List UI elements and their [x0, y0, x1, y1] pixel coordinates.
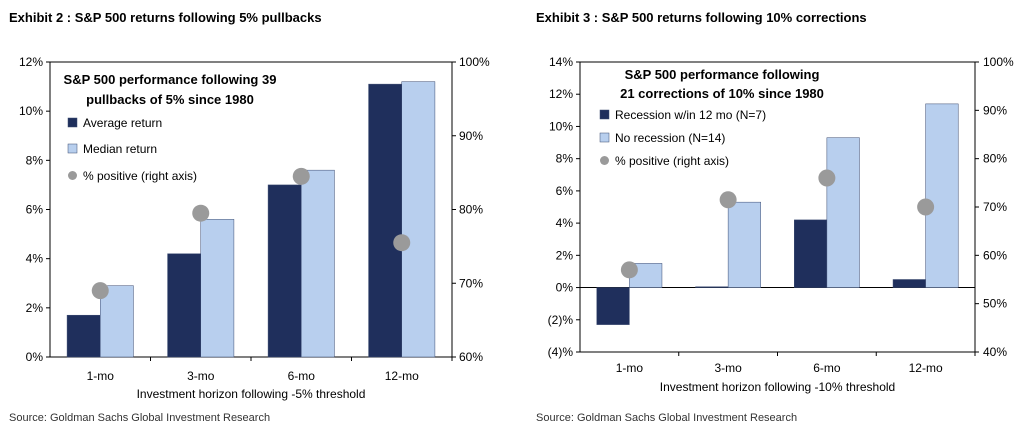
bar — [368, 83, 402, 358]
left-tick-label: 4% — [556, 216, 574, 230]
chart-2: 0% 2% 4% 6% 8% 10% 12% 60% 70% 80% 90% 100% 1-mo 3-mo… — [19, 55, 490, 401]
bar — [267, 184, 302, 358]
right-tick-label: 50% — [983, 297, 1007, 311]
percent-positive-point — [91, 282, 109, 300]
inset-title-line: S&P 500 performance following 39 — [64, 72, 277, 87]
legend-swatch — [599, 132, 610, 143]
right-tick-label: 100% — [459, 55, 490, 69]
left-tick-label: 2% — [556, 248, 574, 262]
legend-swatch — [599, 109, 610, 120]
x-axis-label: Investment horizon following -5% thresho… — [137, 387, 366, 401]
left-tick-label: 12% — [549, 87, 573, 101]
legend-label: % positive (right axis) — [83, 169, 197, 183]
exhibit-3-title: Exhibit 3 : S&P 500 returns following 10… — [536, 10, 867, 25]
right-tick-label: 80% — [983, 152, 1007, 166]
bar — [727, 201, 761, 288]
right-tick-label: 80% — [459, 203, 483, 217]
category-label: 6-mo — [813, 361, 841, 375]
left-tick-label: (4)% — [548, 345, 574, 359]
bar — [200, 219, 235, 358]
bar — [596, 287, 630, 325]
left-tick-label: 6% — [26, 203, 44, 217]
category-label: 1-mo — [616, 361, 644, 375]
bar — [301, 169, 335, 358]
left-tick-label: 8% — [556, 152, 574, 166]
bar — [167, 253, 202, 358]
left-tick-label: 4% — [26, 252, 44, 266]
legend-label: Average return — [83, 116, 162, 130]
bar — [66, 314, 101, 358]
legend-swatch — [67, 143, 78, 154]
exhibit-2-title: Exhibit 2 : S&P 500 returns following 5%… — [9, 10, 322, 25]
percent-positive-point — [917, 198, 935, 216]
category-label: 3-mo — [714, 361, 742, 375]
legend-marker — [68, 171, 77, 180]
inset-title-line: 21 corrections of 10% since 1980 — [620, 86, 824, 101]
chart-3: (4)% (2)% 0% 2% 4% 6% 8% 10% 12% 14% 40% 50% 60% 70% 8… — [548, 55, 1014, 394]
right-tick-label: 70% — [459, 276, 483, 290]
right-tick-label: 60% — [459, 350, 483, 364]
left-tick-label: 8% — [26, 153, 44, 167]
legend-swatch — [67, 117, 78, 128]
category-label: 12-mo — [385, 369, 419, 383]
left-tick-label: 2% — [26, 301, 44, 315]
left-tick-label: 10% — [549, 119, 573, 133]
percent-positive-point — [393, 234, 411, 252]
bar — [826, 137, 860, 288]
bar — [100, 285, 134, 358]
left-tick-label: 12% — [19, 55, 43, 69]
percent-positive-point — [719, 191, 737, 209]
bar — [695, 286, 729, 288]
bar — [892, 279, 926, 288]
legend-label: Recession w/in 12 mo (N=7) — [615, 108, 766, 122]
legend-label: Median return — [83, 142, 157, 156]
category-label: 1-mo — [87, 369, 115, 383]
category-label: 3-mo — [187, 369, 215, 383]
inset-title-line: pullbacks of 5% since 1980 — [86, 92, 254, 107]
left-tick-label: 0% — [26, 350, 44, 364]
x-axis-label: Investment horizon following -10% thresh… — [660, 380, 895, 394]
percent-positive-point — [192, 204, 210, 222]
legend-label: % positive (right axis) — [615, 154, 729, 168]
percent-positive-point — [620, 261, 638, 279]
left-tick-label: (2)% — [548, 313, 574, 327]
right-tick-label: 100% — [983, 55, 1014, 69]
category-label: 12-mo — [909, 361, 943, 375]
right-tick-label: 60% — [983, 248, 1007, 262]
exhibit-3-source: Source: Goldman Sachs Global Investment … — [536, 412, 798, 424]
percent-positive-point — [818, 169, 836, 187]
inset-title-line: S&P 500 performance following — [625, 67, 820, 82]
left-tick-label: 10% — [19, 104, 43, 118]
plot-frame — [579, 61, 976, 353]
percent-positive-point — [292, 167, 310, 185]
left-tick-label: 6% — [556, 184, 574, 198]
left-tick-label: 14% — [549, 55, 573, 69]
right-tick-label: 70% — [983, 200, 1007, 214]
left-tick-label: 0% — [556, 281, 574, 295]
legend-label: No recession (N=14) — [615, 131, 725, 145]
category-label: 6-mo — [288, 369, 316, 383]
bar — [794, 219, 828, 288]
right-tick-label: 90% — [459, 129, 483, 143]
exhibit-2-source: Source: Goldman Sachs Global Investment … — [9, 412, 271, 424]
bar — [925, 103, 959, 288]
bar — [401, 81, 436, 358]
right-tick-label: 40% — [983, 345, 1007, 359]
legend-marker — [600, 156, 609, 165]
right-tick-label: 90% — [983, 103, 1007, 117]
